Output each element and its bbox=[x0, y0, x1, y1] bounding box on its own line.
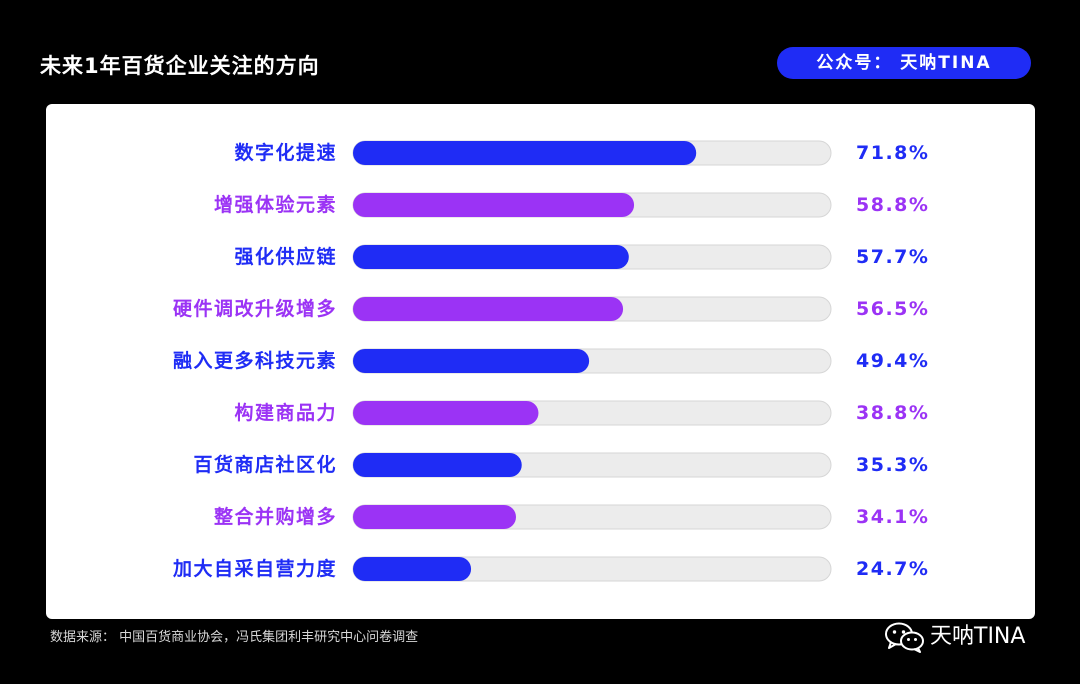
bar bbox=[353, 245, 629, 269]
category-label: 融入更多科技元素 bbox=[173, 349, 337, 372]
bar bbox=[353, 557, 472, 581]
category-label: 增强体验元素 bbox=[214, 193, 337, 216]
category-label: 加大自采自营力度 bbox=[172, 557, 337, 580]
chart-panel: 数字化提速 71.8% 增强体验元素 58.8% 强化供应链 57.7% 硬件调改升级增多 5… bbox=[46, 104, 1035, 619]
value-label: 38.8% bbox=[856, 402, 929, 424]
category-label: 数字化提速 bbox=[234, 141, 337, 164]
value-label: 58.8% bbox=[856, 194, 929, 216]
brand-watermark: 天呐TINA bbox=[884, 620, 1025, 654]
data-source-note: 数据来源： 中国百货商业协会，冯氏集团利丰研究中心问卷调查 bbox=[50, 630, 419, 645]
value-label: 56.5% bbox=[856, 298, 929, 320]
bar bbox=[353, 453, 522, 477]
value-label: 24.7% bbox=[856, 558, 929, 580]
category-label: 构建商品力 bbox=[234, 401, 337, 424]
value-label: 34.1% bbox=[856, 506, 929, 528]
value-label: 49.4% bbox=[856, 350, 929, 372]
category-label: 强化供应链 bbox=[234, 245, 337, 268]
bar bbox=[353, 349, 590, 373]
value-label: 35.3% bbox=[856, 454, 929, 476]
bar bbox=[353, 193, 635, 217]
category-label: 硬件调改升级增多 bbox=[173, 297, 337, 320]
value-label: 57.7% bbox=[856, 246, 929, 268]
wechat-icon bbox=[885, 622, 924, 653]
bar bbox=[353, 141, 697, 165]
bar bbox=[353, 401, 539, 425]
bar bbox=[353, 505, 516, 529]
bar-chart: 数字化提速 71.8% 增强体验元素 58.8% 强化供应链 57.7% 硬件调改升级增多 5… bbox=[172, 140, 929, 582]
category-label: 整合并购增多 bbox=[214, 505, 337, 528]
category-label: 百货商店社区化 bbox=[193, 453, 337, 476]
account-badge: 公众号： 天呐TINA bbox=[777, 47, 1031, 79]
chart-title: 未来1年百货企业关注的方向 bbox=[40, 54, 320, 78]
bar bbox=[353, 297, 624, 321]
brand-name: 天呐TINA bbox=[930, 624, 1026, 649]
value-label: 71.8% bbox=[856, 142, 929, 164]
